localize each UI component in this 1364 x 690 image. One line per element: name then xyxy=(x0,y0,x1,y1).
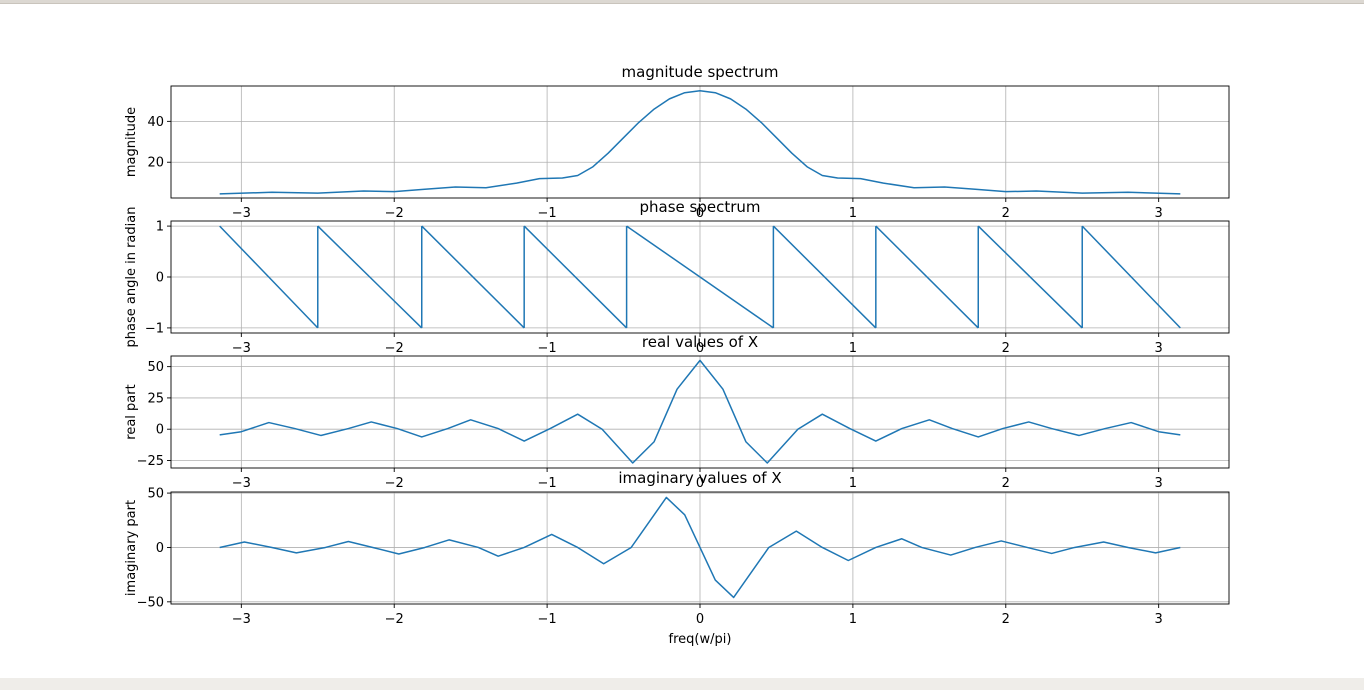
x-tick-label: 1 xyxy=(849,476,857,491)
x-axis-label: freq(w/pi) xyxy=(669,632,732,647)
x-tick-label: −1 xyxy=(538,612,557,627)
figure-canvas: −3 −2 −1 0 1 2 3 20 40 magnitude spectrum magnitud… xyxy=(0,4,1364,678)
x-tick-label: 3 xyxy=(1155,612,1163,627)
x-tick-label: −3 xyxy=(232,341,251,356)
x-tick-label: −3 xyxy=(232,206,251,221)
x-tick-label: 0 xyxy=(696,341,704,356)
x-tick-label: 0 xyxy=(696,206,704,221)
window-top-border xyxy=(0,0,1364,4)
series-line-segment-5 xyxy=(626,225,774,329)
x-tick-label: 2 xyxy=(1002,341,1010,356)
x-tick-label: 2 xyxy=(1002,206,1010,221)
y-tick-label: 20 xyxy=(147,156,164,171)
series-line-segment-4 xyxy=(523,225,628,329)
x-tick-label: 2 xyxy=(1002,476,1010,491)
x-tick-label: 1 xyxy=(849,206,857,221)
y-tick-label: 50 xyxy=(147,487,164,502)
series-line-segment-6 xyxy=(772,225,877,329)
x-tick-label: −2 xyxy=(385,341,404,356)
x-tick-label: 1 xyxy=(849,612,857,627)
y-tick-label: −25 xyxy=(137,454,164,469)
x-tick-label: −2 xyxy=(385,612,404,627)
series-line-segment-1 xyxy=(219,225,319,329)
subplot-title: real values of X xyxy=(642,333,758,351)
series-line-segment-1 xyxy=(219,359,1181,464)
x-tick-label: −1 xyxy=(538,476,557,491)
x-tick-label: −2 xyxy=(385,206,404,221)
series-line-segment-8 xyxy=(977,225,1083,329)
subplot-title: phase spectrum xyxy=(639,198,760,216)
y-tick-label: 25 xyxy=(147,391,164,406)
y-tick-label: 0 xyxy=(156,541,164,556)
bottom-toolbar xyxy=(0,678,1364,690)
x-tick-label: 3 xyxy=(1155,206,1163,221)
series-line-segment-9 xyxy=(1081,225,1181,329)
x-tick-label: 0 xyxy=(696,476,704,491)
x-tick-label: 1 xyxy=(849,341,857,356)
x-tick-label: 2 xyxy=(1002,612,1010,627)
x-tick-label: −3 xyxy=(232,476,251,491)
y-tick-label: −50 xyxy=(137,595,164,610)
x-tick-label: 3 xyxy=(1155,341,1163,356)
subplot-2: −3 −2 −1 0 1 2 3 −1 0 1 phase spectrum phase angle … xyxy=(124,198,1230,356)
y-axis-label: magnitude xyxy=(124,107,139,177)
x-tick-label: −1 xyxy=(538,341,557,356)
x-tick-label: −1 xyxy=(538,206,557,221)
x-tick-label: 0 xyxy=(696,612,704,627)
x-tick-label: 3 xyxy=(1155,476,1163,491)
subplot-3: −3 −2 −1 0 1 2 3 −25 0 25 50 real values of X real p… xyxy=(124,333,1230,491)
y-tick-label: −1 xyxy=(145,321,164,336)
series-line-segment-2 xyxy=(317,225,423,329)
series-line-segment-1 xyxy=(219,89,1181,195)
y-tick-label: 40 xyxy=(147,115,164,130)
subplot-title: imaginary values of X xyxy=(618,469,781,487)
subplot-1: −3 −2 −1 0 1 2 3 20 40 magnitude spectrum magnitud… xyxy=(124,63,1230,221)
y-tick-label: 0 xyxy=(156,423,164,438)
series-line-segment-3 xyxy=(421,225,525,329)
y-tick-label: 0 xyxy=(156,271,164,286)
subplot-4: −3 −2 −1 0 1 2 3 −50 0 50 imaginary values of X ima… xyxy=(124,469,1230,647)
y-axis-label: real part xyxy=(124,384,139,439)
x-tick-label: −2 xyxy=(385,476,404,491)
y-axis-label: phase angle in radian xyxy=(124,207,139,348)
y-tick-label: 1 xyxy=(156,220,164,235)
series-line-segment-1 xyxy=(219,496,1181,599)
subplot-title: magnitude spectrum xyxy=(622,63,779,81)
series-line-segment-7 xyxy=(875,225,979,329)
x-tick-label: −3 xyxy=(232,612,251,627)
y-tick-label: 50 xyxy=(147,360,164,375)
y-axis-label: imaginary part xyxy=(124,500,139,596)
